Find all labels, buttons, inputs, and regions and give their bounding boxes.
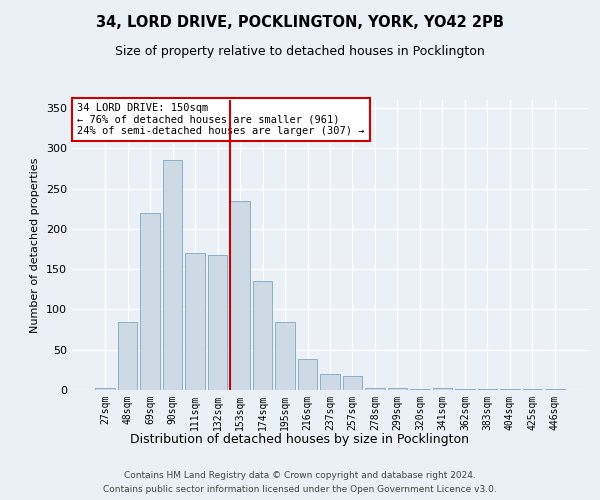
Bar — [343, 376, 362, 390]
Y-axis label: Number of detached properties: Number of detached properties — [31, 158, 40, 332]
Text: 34 LORD DRIVE: 150sqm
← 76% of detached houses are smaller (961)
24% of semi-det: 34 LORD DRIVE: 150sqm ← 76% of detached … — [77, 103, 365, 136]
Bar — [545, 389, 565, 390]
Text: Distribution of detached houses by size in Pocklington: Distribution of detached houses by size … — [131, 434, 470, 446]
Text: Contains HM Land Registry data © Crown copyright and database right 2024.: Contains HM Land Registry data © Crown c… — [124, 470, 476, 480]
Bar — [253, 281, 272, 390]
Bar — [455, 389, 475, 390]
Bar — [478, 389, 497, 390]
Bar — [118, 322, 137, 390]
Bar — [140, 213, 160, 390]
Bar — [185, 253, 205, 390]
Bar — [410, 389, 430, 390]
Text: Contains public sector information licensed under the Open Government Licence v3: Contains public sector information licen… — [103, 486, 497, 494]
Bar — [163, 160, 182, 390]
Bar — [208, 254, 227, 390]
Bar — [365, 388, 385, 390]
Bar — [433, 388, 452, 390]
Bar — [388, 388, 407, 390]
Bar — [523, 389, 542, 390]
Bar — [95, 388, 115, 390]
Bar — [500, 389, 520, 390]
Text: 34, LORD DRIVE, POCKLINGTON, YORK, YO42 2PB: 34, LORD DRIVE, POCKLINGTON, YORK, YO42 … — [96, 15, 504, 30]
Bar — [298, 360, 317, 390]
Text: Size of property relative to detached houses in Pocklington: Size of property relative to detached ho… — [115, 45, 485, 58]
Bar — [320, 374, 340, 390]
Bar — [230, 200, 250, 390]
Bar — [275, 322, 295, 390]
